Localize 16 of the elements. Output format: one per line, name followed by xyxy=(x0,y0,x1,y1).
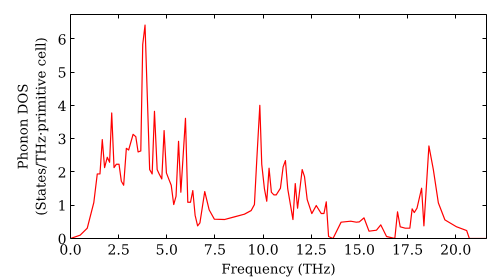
y-tick-label: 5 xyxy=(58,66,67,82)
x-axis-title: Frequency (THz) xyxy=(221,262,336,278)
x-tick-label: 15.0 xyxy=(344,242,375,258)
y-tick-label: 6 xyxy=(58,32,67,48)
y-tick-label: 4 xyxy=(58,98,67,115)
x-tick-label: 7.5 xyxy=(204,242,226,258)
x-tick-label: 2.5 xyxy=(108,242,130,258)
y-tick-label: 3 xyxy=(58,132,67,148)
x-tick-label: 20.0 xyxy=(440,242,472,258)
y-tick-label: 1 xyxy=(58,198,67,215)
x-tick-label: 12.5 xyxy=(296,242,327,258)
x-tick-label: 17.5 xyxy=(392,242,424,258)
y-tick-label: 2 xyxy=(58,165,67,182)
x-tick-label: 5.0 xyxy=(156,242,178,258)
x-tick-label: 10.0 xyxy=(248,242,279,258)
y-axis-title: Phonon DOS (States/THz·primitive cell) xyxy=(16,37,50,216)
